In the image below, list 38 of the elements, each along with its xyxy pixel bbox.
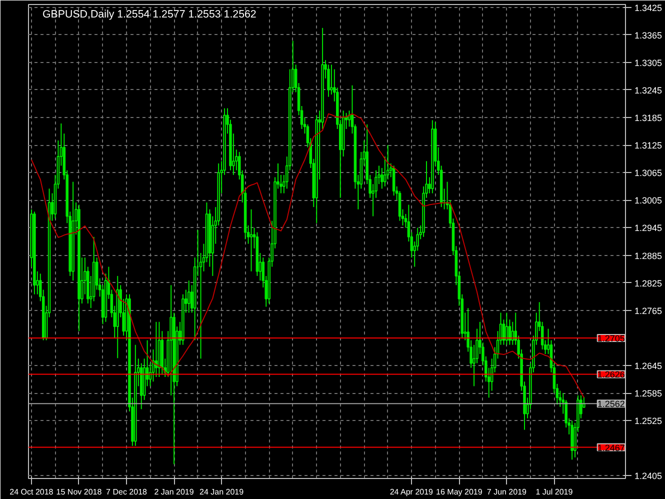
x-tick-label: 24 Oct 2018 [10, 488, 54, 496]
y-tick-label: 1.2885 [634, 250, 662, 261]
candlestick [170, 284, 172, 396]
y-tick-label: 1.3125 [634, 140, 662, 151]
y-tick-label: 1.2765 [634, 306, 662, 316]
x-tick-label: 1 Jul 2019 [536, 488, 574, 496]
candlestick [187, 280, 190, 314]
y-tick-label: 1.2945 [634, 223, 662, 234]
candlestick [380, 168, 384, 190]
x-tick-label: 2 Jan 2019 [154, 488, 194, 496]
y-tick-label: 1.2525 [634, 416, 662, 426]
chart-title: GBPUSD,Daily 1.2554 1.2577 1.2553 1.2562 [42, 8, 256, 20]
y-tick-label: 1.2825 [634, 278, 662, 288]
x-tick-label: 24 Apr 2019 [390, 488, 434, 496]
candlestick [330, 64, 333, 96]
ref-line-label: 1.2467 [597, 442, 625, 453]
y-tick-label: 1.2585 [634, 388, 662, 399]
x-tick-label: 16 May 2019 [436, 488, 483, 496]
x-tick-label: 7 Jun 2019 [486, 488, 528, 496]
candlestick [511, 321, 514, 346]
y-tick-label: 1.3185 [634, 112, 662, 123]
y-tick-label: 1.3425 [634, 2, 662, 13]
y-tick-label: 1.3245 [634, 85, 662, 96]
y-tick-label: 1.2405 [634, 471, 662, 482]
x-tick-label: 15 Nov 2018 [56, 488, 102, 496]
ref-line-label: 1.2705 [597, 333, 625, 344]
y-tick-label: 1.3065 [634, 168, 662, 178]
candlestick [327, 64, 330, 98]
x-tick-label: 7 Dec 2018 [106, 488, 148, 496]
x-tick-label: 24 Jan 2019 [200, 488, 244, 496]
y-tick-label: 1.3305 [634, 58, 662, 68]
ref-line-label: 1.2562 [597, 399, 625, 410]
ref-line-label: 1.2626 [597, 370, 625, 380]
y-tick-label: 1.2645 [634, 361, 662, 372]
y-tick-label: 1.3005 [634, 196, 662, 206]
candlestick [250, 208, 253, 272]
line-series [30, 113, 584, 398]
y-tick-label: 1.3365 [634, 30, 662, 40]
